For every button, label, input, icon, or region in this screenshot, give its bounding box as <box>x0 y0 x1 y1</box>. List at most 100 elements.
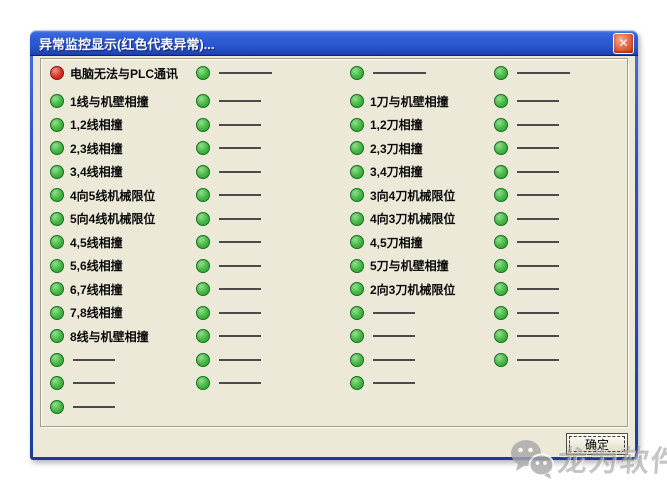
led-green-icon <box>494 235 508 249</box>
empty-status-dash <box>517 147 559 149</box>
empty-status-dash <box>517 358 559 361</box>
status-row <box>196 235 261 249</box>
status-row <box>494 235 559 249</box>
empty-status-dash <box>219 358 261 361</box>
status-row <box>494 117 559 132</box>
status-column-4 <box>494 59 639 426</box>
led-green-icon <box>350 305 364 320</box>
status-row <box>196 376 261 390</box>
empty-status-dash <box>219 264 261 267</box>
status-row <box>350 352 415 367</box>
led-green-icon <box>494 282 508 296</box>
status-label: 1,2线相撞 <box>70 118 123 132</box>
status-row <box>494 94 559 108</box>
led-green-icon <box>50 376 64 390</box>
status-row: 8线与机壁相撞 <box>50 329 149 344</box>
status-panel: 电脑无法与PLC通讯 1线与机壁相撞 1,2线相撞 2,3线相撞 3,4线相撞 4向5线机… <box>40 58 628 427</box>
empty-status-dash <box>517 194 559 196</box>
led-green-icon <box>50 164 64 179</box>
empty-status-dash <box>373 358 415 361</box>
wechat-icon <box>511 440 554 479</box>
status-row: 6,7线相撞 <box>50 282 123 297</box>
led-green-icon <box>494 258 508 273</box>
empty-status-dash <box>219 335 261 337</box>
empty-status-dash <box>517 170 559 173</box>
status-row: 4,5刀相撞 <box>350 235 423 250</box>
status-row <box>350 66 426 80</box>
led-green-icon <box>494 329 508 343</box>
led-green-icon <box>196 164 210 179</box>
led-green-icon <box>196 117 210 132</box>
ok-button-label: 确定 <box>584 437 609 452</box>
empty-status-dash <box>517 72 570 74</box>
led-green-icon <box>494 117 508 132</box>
empty-status-dash <box>219 147 261 149</box>
empty-status-dash <box>373 335 415 337</box>
status-row <box>196 94 261 108</box>
led-green-icon <box>196 329 210 343</box>
status-row <box>196 305 261 320</box>
empty-status-dash <box>219 170 261 173</box>
status-row: 1,2刀相撞 <box>350 117 423 132</box>
status-row <box>196 258 261 273</box>
empty-status-dash <box>517 100 559 102</box>
led-green-icon <box>50 305 64 320</box>
empty-status-dash <box>517 241 559 243</box>
led-green-icon <box>196 141 210 155</box>
status-row <box>50 399 115 414</box>
status-row <box>494 329 559 343</box>
empty-status-dash <box>73 358 115 361</box>
status-row <box>196 352 261 367</box>
window-title: 异常监控显示(红色代表异常)... <box>39 36 215 52</box>
empty-status-dash <box>373 382 415 384</box>
led-green-icon <box>50 235 64 249</box>
status-row: 4向5线机械限位 <box>50 188 155 203</box>
status-label: 2,3刀相撞 <box>370 141 423 156</box>
led-green-icon <box>50 282 64 296</box>
empty-status-dash <box>517 123 559 126</box>
led-green-icon <box>196 305 210 320</box>
empty-status-dash <box>517 335 559 337</box>
status-row <box>196 66 272 80</box>
empty-status-dash <box>219 217 261 220</box>
status-row <box>494 66 570 80</box>
led-green-icon <box>494 94 508 108</box>
watermark-text: 龙为软件 <box>556 446 667 478</box>
status-label: 2向3刀机械限位 <box>370 282 456 297</box>
led-green-icon <box>50 258 64 273</box>
status-row: 5刀与机壁相撞 <box>350 258 449 273</box>
led-green-icon <box>494 164 508 179</box>
led-green-icon <box>494 305 508 320</box>
watermark: 龙为软件 <box>510 438 667 480</box>
empty-status-dash <box>219 72 272 74</box>
status-row: 5向4线机械限位 <box>50 211 155 226</box>
status-row: 3,4刀相撞 <box>350 164 423 179</box>
titlebar[interactable]: 异常监控显示(红色代表异常)... ✕ <box>30 30 638 56</box>
led-green-icon <box>196 211 210 226</box>
empty-status-dash <box>219 288 261 290</box>
status-column-2 <box>196 59 341 426</box>
led-green-icon <box>196 352 210 367</box>
status-column-knives: 1刀与机壁相撞 1,2刀相撞 2,3刀相撞 3,4刀相撞 3向4刀机械限位 4向3刀机械限… <box>350 59 495 426</box>
status-row <box>494 258 559 273</box>
empty-status-dash <box>373 72 426 74</box>
led-green-icon <box>494 352 508 367</box>
status-row: 2,3刀相撞 <box>350 141 423 156</box>
status-row <box>350 329 415 343</box>
status-label: 8线与机壁相撞 <box>70 329 149 344</box>
led-green-icon <box>196 376 210 390</box>
close-icon[interactable]: ✕ <box>613 32 634 54</box>
led-green-icon <box>350 329 364 343</box>
led-green-icon <box>350 188 364 202</box>
empty-status-dash <box>219 194 261 196</box>
empty-status-dash <box>219 123 261 126</box>
led-green-icon <box>50 141 64 155</box>
status-row: 4,5线相撞 <box>50 235 123 250</box>
led-green-icon <box>50 211 64 226</box>
status-row <box>196 329 261 343</box>
status-row: 7,8线相撞 <box>50 305 123 320</box>
led-green-icon <box>50 329 64 343</box>
led-green-icon <box>350 376 364 390</box>
led-green-icon <box>350 235 364 249</box>
status-label: 2,3线相撞 <box>70 141 123 156</box>
